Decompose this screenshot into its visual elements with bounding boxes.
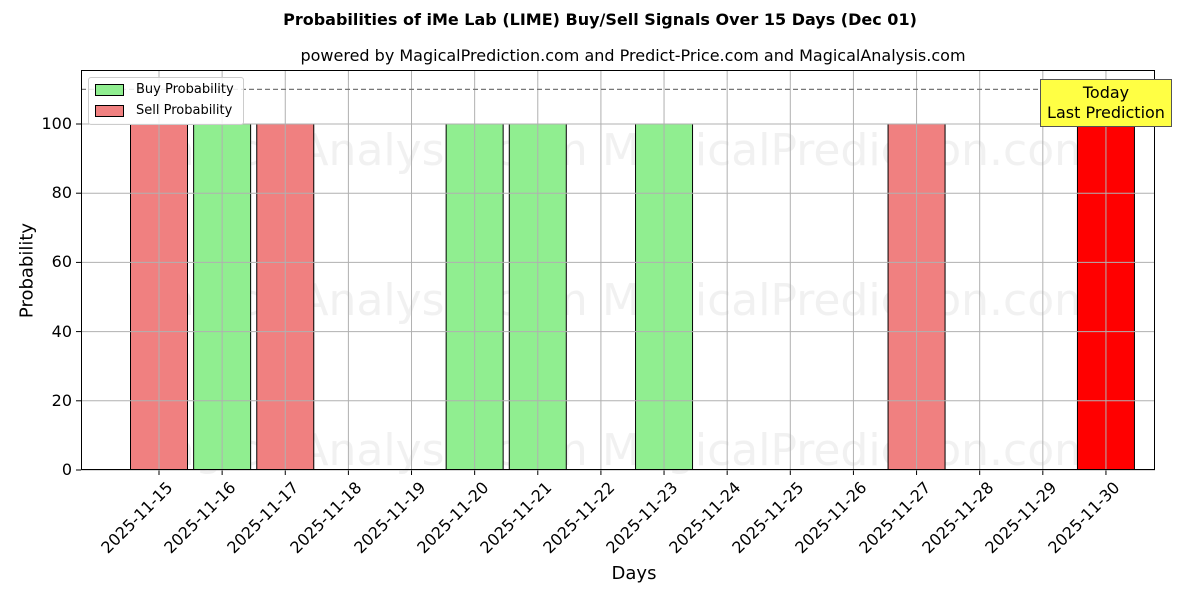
- plot-area: [81, 70, 1155, 470]
- y-tick-label: 60: [51, 252, 72, 272]
- today-annotation: Today Last Prediction: [1040, 79, 1172, 127]
- annotation-line-2: Last Prediction: [1047, 103, 1165, 122]
- x-axis-label: Days: [611, 563, 657, 584]
- annotation-line-1: Today: [1082, 83, 1130, 102]
- legend-item-sell: Sell Probability: [95, 103, 232, 118]
- y-tick-label: 100: [41, 114, 72, 133]
- y-tick-label: 0: [61, 460, 72, 479]
- y-tick-label: 40: [51, 321, 72, 341]
- legend-item-buy: Buy Probability: [95, 82, 234, 97]
- y-tick-label: 80: [51, 183, 72, 203]
- legend-label-buy: Buy Probability: [136, 82, 234, 97]
- y-tick-label: 20: [51, 390, 72, 410]
- y-axis-label: Probability: [16, 222, 38, 319]
- chart-title: Probabilities of iMe Lab (LIME) Buy/Sell…: [283, 10, 917, 29]
- sell-swatch-icon: [95, 104, 124, 117]
- legend: Buy Probability Sell Probability: [88, 77, 244, 125]
- chart-subtitle: powered by MagicalPrediction.com and Pre…: [300, 46, 966, 65]
- legend-label-sell: Sell Probability: [136, 103, 233, 118]
- buy-swatch-icon: [95, 83, 124, 96]
